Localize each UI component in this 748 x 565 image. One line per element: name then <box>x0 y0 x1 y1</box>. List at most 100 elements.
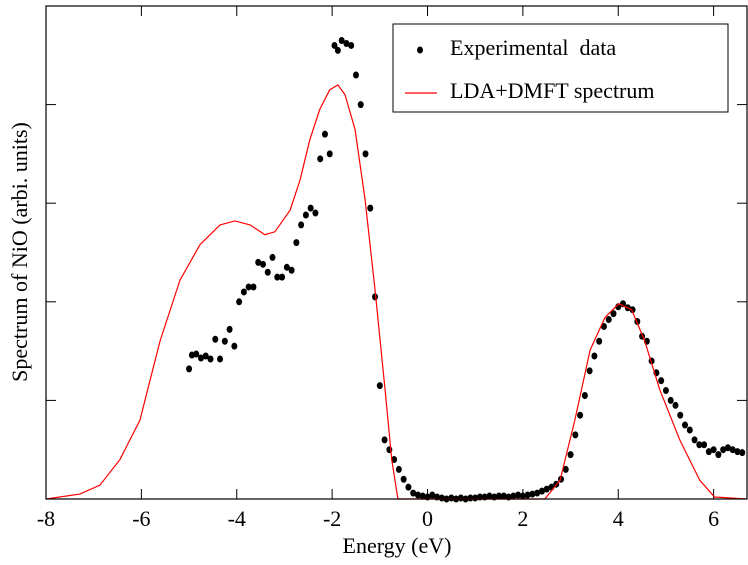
x-tick-label: -8 <box>37 506 55 531</box>
data-point <box>221 337 228 345</box>
data-point <box>500 492 507 500</box>
x-tick-label: 6 <box>708 506 719 531</box>
data-point <box>519 492 526 500</box>
data-point <box>250 283 257 291</box>
data-point <box>391 456 398 464</box>
data-point <box>405 483 412 491</box>
data-point <box>212 335 219 343</box>
data-point <box>534 489 541 497</box>
data-point <box>357 101 364 109</box>
legend-box <box>392 23 729 113</box>
spectrum-line <box>45 84 748 500</box>
data-point <box>302 211 309 219</box>
data-point <box>577 411 584 419</box>
data-point <box>586 367 593 375</box>
data-point <box>255 258 262 266</box>
data-point <box>710 446 717 454</box>
data-point <box>202 352 209 360</box>
data-point <box>226 325 233 333</box>
data-point <box>662 387 669 395</box>
data-point <box>293 239 300 247</box>
data-point <box>629 306 636 314</box>
data-point <box>567 451 574 459</box>
data-point <box>362 150 369 158</box>
data-point <box>600 322 607 330</box>
data-point <box>667 396 674 404</box>
data-point <box>259 260 266 268</box>
plot-frame <box>45 5 748 500</box>
data-point <box>672 401 679 409</box>
data-point <box>312 209 319 217</box>
data-point <box>705 448 712 456</box>
data-point <box>467 494 474 502</box>
data-point <box>510 492 517 500</box>
data-point <box>605 316 612 324</box>
data-point <box>524 491 531 499</box>
data-point <box>691 436 698 444</box>
data-point <box>279 273 286 281</box>
data-point <box>317 155 324 163</box>
data-point <box>321 130 328 138</box>
x-tick-label: 2 <box>517 506 528 531</box>
data-point <box>610 310 617 318</box>
data-point <box>381 436 388 444</box>
data-point <box>729 446 736 454</box>
data-point <box>529 490 536 498</box>
data-point <box>367 204 374 212</box>
data-point <box>720 446 727 454</box>
data-point <box>298 221 305 229</box>
data-point <box>658 377 665 385</box>
data-point <box>562 465 569 473</box>
data-point <box>217 355 224 363</box>
legend-marker <box>417 46 423 54</box>
data-point <box>372 293 379 301</box>
data-point <box>231 342 238 350</box>
data-point <box>696 441 703 449</box>
data-point <box>677 411 684 419</box>
y-axis-label: Spectrum of NiO (arbi. units) <box>7 122 32 382</box>
data-point <box>269 253 276 261</box>
data-point <box>448 494 455 502</box>
data-point <box>486 492 493 500</box>
data-point <box>724 444 731 452</box>
data-point <box>682 421 689 429</box>
data-point <box>438 494 445 502</box>
data-point <box>596 337 603 345</box>
x-tick-label: -4 <box>228 506 246 531</box>
data-point <box>240 288 247 296</box>
data-point <box>734 448 741 456</box>
data-point <box>326 150 333 158</box>
data-point <box>283 263 290 271</box>
data-point <box>236 298 243 306</box>
data-point <box>186 365 193 373</box>
x-axis-label: Energy (eV) <box>343 533 452 558</box>
data-point <box>193 350 200 358</box>
data-point <box>274 273 281 281</box>
data-point <box>352 71 359 79</box>
data-point <box>414 491 421 499</box>
x-tick-label: 0 <box>422 506 433 531</box>
data-point <box>348 41 355 49</box>
data-point <box>395 465 402 473</box>
data-point <box>400 475 407 483</box>
data-point <box>264 268 271 276</box>
legend-label: Experimental data <box>450 35 616 60</box>
data-point <box>572 431 579 439</box>
x-tick-label: -2 <box>323 506 341 531</box>
x-tick-label: -6 <box>132 506 150 531</box>
data-point <box>288 266 295 274</box>
data-point <box>457 494 464 502</box>
data-point <box>197 354 204 362</box>
data-point <box>581 391 588 399</box>
x-tick-label: 4 <box>613 506 624 531</box>
data-point <box>307 204 314 212</box>
data-point <box>334 46 341 54</box>
data-point <box>515 491 522 499</box>
data-point <box>429 491 436 499</box>
data-point <box>538 487 545 495</box>
data-point <box>331 41 338 49</box>
data-point <box>338 37 345 45</box>
data-point <box>686 426 693 434</box>
data-point <box>591 352 598 360</box>
